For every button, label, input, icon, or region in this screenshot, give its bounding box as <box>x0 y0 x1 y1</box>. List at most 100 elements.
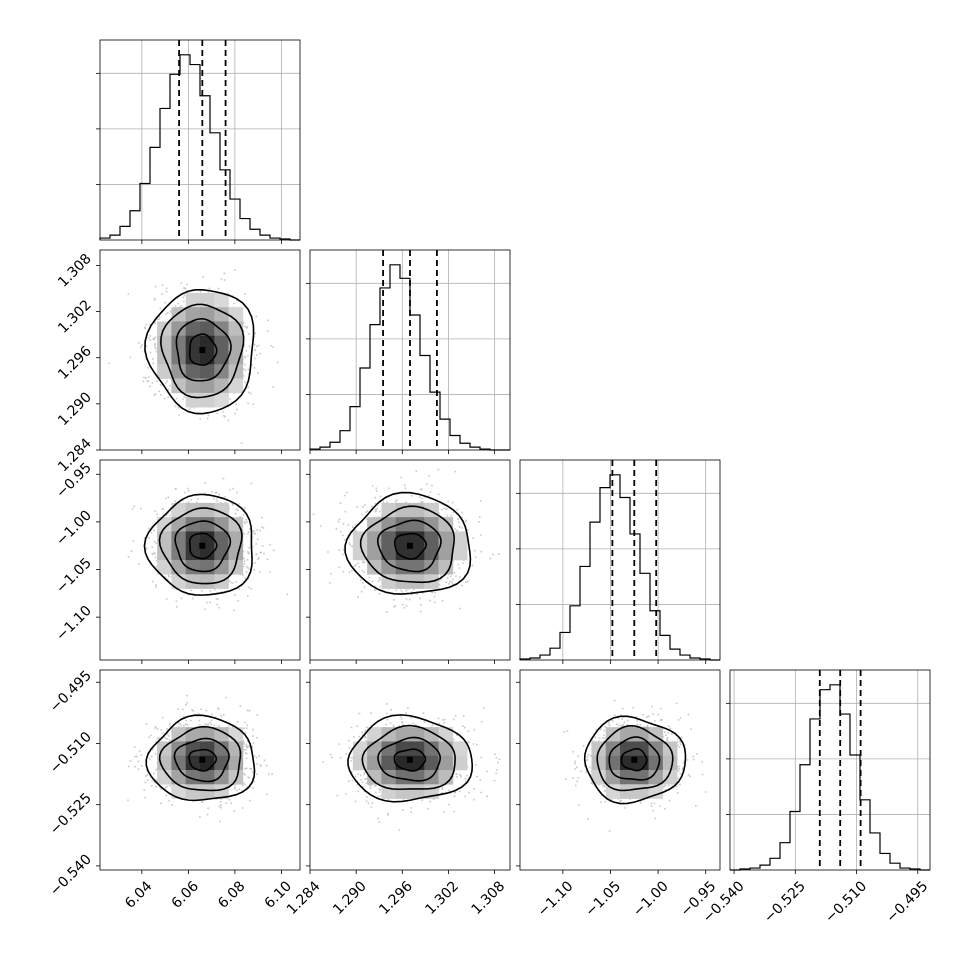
density-cell <box>438 531 454 547</box>
x-tick-label-p2: −1.10 <box>535 878 577 920</box>
histogram-panel-0 <box>96 39 301 244</box>
histogram-panel-3 <box>726 669 931 874</box>
density-cell <box>438 741 454 757</box>
density-cell <box>157 755 172 771</box>
density-cell <box>171 784 187 799</box>
contour-level-1 <box>173 737 230 783</box>
contour-level-2 <box>361 724 456 791</box>
contour-level-3 <box>347 714 474 803</box>
density-cell <box>185 378 201 394</box>
x-tick-label-p0: 6.08 <box>215 878 248 911</box>
density-cell <box>200 364 215 379</box>
density-frame <box>309 459 511 661</box>
density-cell <box>214 335 229 351</box>
density-cell <box>352 531 368 547</box>
density-cell <box>634 770 649 785</box>
density-cell <box>381 755 397 771</box>
x-tick-label-p1: 1.308 <box>469 878 509 918</box>
histogram-steps-2 <box>519 474 720 661</box>
contour-level-2 <box>359 505 455 584</box>
density-cell <box>410 517 425 532</box>
y-tick-label-p2: −1.05 <box>53 555 95 597</box>
y-tick-label-p1: 1.290 <box>55 389 95 429</box>
density-cell <box>185 517 201 532</box>
density-cell <box>200 307 215 322</box>
contour-level-0 <box>188 333 218 366</box>
density-panel-1-2 <box>306 459 511 664</box>
y-tick-label-p3: −0.525 <box>47 790 95 838</box>
density-frame <box>519 669 721 871</box>
density-cell <box>200 378 215 394</box>
density-cell <box>228 378 244 394</box>
contour-level-3 <box>583 715 687 805</box>
density-cell <box>410 770 425 785</box>
density-cell <box>395 784 411 799</box>
density-cell <box>200 574 215 589</box>
density-cell <box>214 350 229 365</box>
density-cell <box>228 741 244 757</box>
density-cell <box>634 755 649 771</box>
density-cell <box>395 741 411 757</box>
density-cell <box>228 545 244 561</box>
density-frame <box>99 459 301 661</box>
scatter-points <box>127 477 289 612</box>
density-cell <box>214 560 229 575</box>
density-cell <box>424 755 439 771</box>
density-panel-1-3 <box>306 669 511 874</box>
density-frame <box>309 669 511 871</box>
density-cell <box>214 531 229 547</box>
contour-level-0 <box>393 748 427 772</box>
density-cell <box>200 784 215 799</box>
x-tick-label-p2: −1.00 <box>630 878 672 920</box>
density-cell <box>662 755 678 771</box>
x-tick-label-p1: 1.290 <box>330 878 370 918</box>
density-cell <box>410 560 425 575</box>
density-cell <box>381 574 397 589</box>
density-panel-2-3 <box>516 669 721 874</box>
y-tick-label-p2: −1.10 <box>53 603 95 645</box>
hist-frame-3 <box>729 669 931 871</box>
contour-level-0 <box>393 532 427 560</box>
density-cell <box>171 364 187 379</box>
density-cell <box>381 560 397 575</box>
histogram-steps-3 <box>730 684 930 871</box>
y-tick-label-p2: −1.00 <box>53 507 95 549</box>
density-cell <box>452 755 468 771</box>
density-cell <box>381 517 397 532</box>
density-cell <box>185 364 201 379</box>
density-frame <box>99 669 301 871</box>
density-cell <box>438 560 454 575</box>
density-cell <box>438 545 454 561</box>
contour-level-0 <box>188 748 218 772</box>
density-cell <box>171 560 187 575</box>
density-cell <box>634 784 649 799</box>
density-cell <box>620 770 635 785</box>
x-tick-label-p3: −0.525 <box>761 878 809 926</box>
contour-level-1 <box>608 736 661 781</box>
density-cell <box>171 727 187 742</box>
density-cell <box>214 517 229 532</box>
density-cell <box>438 755 454 771</box>
density-cell <box>200 517 215 532</box>
density-cell <box>200 321 215 337</box>
x-tick-label-p2: −1.05 <box>582 878 624 920</box>
density-cell <box>395 545 411 561</box>
density-cell <box>352 545 368 561</box>
x-tick-label-p1: 1.302 <box>422 878 462 918</box>
density-panel-0-1 <box>96 249 301 454</box>
contour-level-2 <box>596 725 674 792</box>
density-cell <box>228 727 244 742</box>
density-cell <box>214 727 229 742</box>
hist-frame-1 <box>309 249 511 451</box>
density-cell <box>171 502 187 518</box>
contour-level-1 <box>174 520 232 573</box>
density-cell <box>200 292 215 308</box>
density-cell <box>381 531 397 547</box>
density-peak <box>199 756 206 763</box>
density-cell <box>352 741 368 757</box>
histogram-panel-2 <box>516 459 721 664</box>
contour-level-3 <box>145 714 256 802</box>
density-cell <box>214 307 229 322</box>
density-peak <box>407 756 413 763</box>
